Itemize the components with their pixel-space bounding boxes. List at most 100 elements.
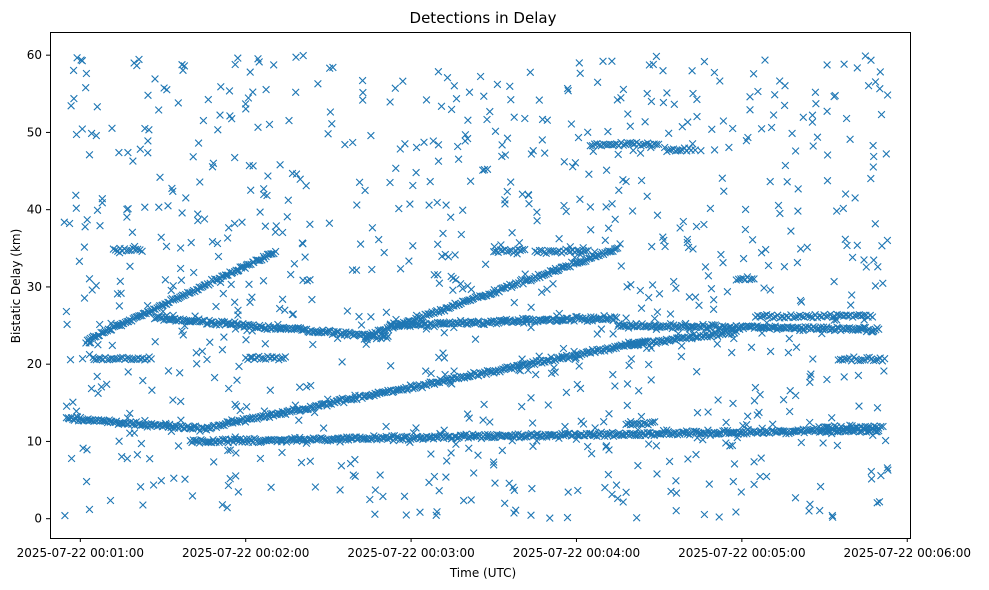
detection-marker [609,370,617,379]
detection-marker [610,313,619,321]
detection-marker [843,355,851,363]
detection-marker [570,347,578,356]
detection-marker [659,98,668,107]
detection-marker [684,455,692,463]
detection-marker [546,247,555,255]
detection-marker [242,335,250,344]
detection-marker [230,153,239,162]
detection-marker [277,354,285,363]
detection-marker [880,367,888,375]
detection-marker [808,118,817,126]
detection-marker [503,134,512,142]
detection-marker [351,472,359,481]
detection-marker [667,487,675,496]
detection-marker [283,213,292,221]
detection-marker [226,474,234,483]
detection-marker [434,271,442,279]
detection-marker [750,275,758,283]
detection-marker [860,316,868,324]
detection-marker [780,101,789,110]
detection-marker [180,321,189,330]
detection-marker [647,344,655,352]
detection-marker [285,116,293,125]
detection-marker [138,421,147,429]
detection-marker [72,407,81,415]
detection-marker [608,57,616,65]
detection-marker [654,140,663,149]
detection-marker [590,248,599,256]
detection-marker [647,242,656,251]
detection-marker [753,411,762,419]
detection-marker [276,324,285,332]
detection-marker [483,115,491,124]
detection-marker [674,330,683,338]
detection-marker [758,424,766,433]
detection-marker [788,129,796,138]
detection-marker [498,284,507,292]
detection-marker [426,177,434,186]
detection-marker [727,348,736,357]
detection-marker [114,355,123,363]
detection-marker [832,316,841,324]
detection-marker [384,332,392,341]
detection-marker [781,81,789,90]
detection-marker [125,246,133,255]
detection-marker [645,61,654,69]
detection-marker [707,284,716,293]
detection-marker [492,247,500,256]
detection-marker [681,429,689,438]
detection-marker [477,320,486,328]
detection-marker [634,461,642,470]
detection-marker [169,282,177,290]
detection-marker [123,454,132,463]
detection-marker [401,140,409,148]
detection-marker [692,427,701,436]
detection-marker [368,224,377,232]
detection-marker [676,146,684,155]
detection-marker [463,410,472,418]
detection-marker [704,272,713,280]
detection-marker [683,118,692,126]
detection-marker [513,250,521,258]
detection-marker [66,355,75,364]
detection-marker [301,405,310,414]
detection-marker [108,341,117,350]
detection-marker [653,211,662,219]
detection-marker [551,264,560,273]
detection-marker [402,511,411,519]
detection-marker [72,204,81,212]
detection-marker [653,470,661,478]
detection-marker [515,239,524,247]
detection-marker [511,430,519,439]
detection-marker [644,360,653,369]
detection-marker [604,224,613,232]
detection-marker [576,69,584,78]
detection-marker [665,430,674,439]
detection-marker [290,260,299,268]
chart-title: Detections in Delay [410,9,557,27]
detection-marker [447,380,456,388]
detection-marker [807,370,815,378]
detection-marker [867,174,875,183]
detection-marker [634,426,642,434]
detection-marker [490,242,499,251]
detection-marker [505,247,513,255]
detection-marker [174,442,183,450]
detection-marker [123,213,131,221]
detection-marker [684,243,693,252]
detection-marker [284,196,293,204]
detection-marker [756,472,764,481]
detection-marker [693,434,702,442]
detection-marker [879,422,887,431]
detection-marker [766,347,775,356]
detection-marker [733,433,742,442]
detection-marker [770,427,779,436]
detection-marker [641,118,649,126]
detection-marker [614,150,622,159]
detection-marker [176,244,185,252]
detection-marker [167,286,175,295]
detection-marker [739,274,747,283]
detection-marker [463,134,472,143]
detection-marker [249,88,257,96]
detection-marker [515,366,523,374]
